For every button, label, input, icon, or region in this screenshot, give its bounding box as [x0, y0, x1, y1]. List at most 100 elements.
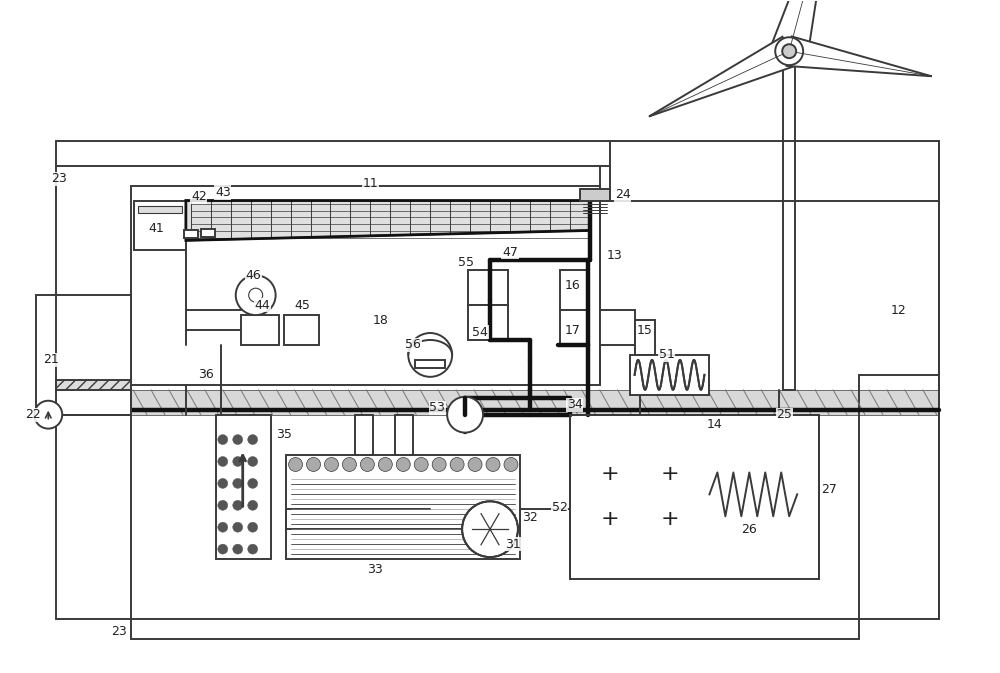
Text: 55: 55 — [458, 256, 474, 269]
Circle shape — [396, 458, 410, 472]
Bar — [560, 310, 588, 345]
Text: 46: 46 — [246, 269, 262, 282]
Circle shape — [324, 458, 338, 472]
Circle shape — [218, 479, 228, 489]
Circle shape — [307, 458, 320, 472]
Text: 21: 21 — [43, 353, 59, 366]
Bar — [570, 415, 819, 579]
Text: 15: 15 — [637, 324, 653, 336]
Bar — [56, 380, 131, 390]
Circle shape — [233, 479, 243, 489]
Circle shape — [233, 544, 243, 554]
Text: 23: 23 — [51, 172, 67, 185]
Polygon shape — [649, 37, 796, 116]
Bar — [468, 271, 508, 305]
Circle shape — [218, 544, 228, 554]
Text: 34: 34 — [567, 398, 583, 411]
Text: 16: 16 — [565, 279, 581, 291]
Bar — [286, 454, 520, 559]
Circle shape — [248, 435, 258, 445]
Text: 14: 14 — [707, 418, 722, 431]
Bar — [201, 229, 215, 238]
Text: 54: 54 — [472, 326, 488, 339]
Bar — [580, 188, 610, 201]
Bar — [635, 320, 655, 355]
Circle shape — [236, 275, 276, 315]
Text: +: + — [600, 509, 619, 529]
Circle shape — [447, 397, 483, 433]
Circle shape — [248, 500, 258, 510]
Text: 26: 26 — [741, 523, 757, 536]
Circle shape — [504, 458, 518, 472]
Text: +: + — [600, 464, 619, 485]
Text: +: + — [660, 464, 679, 485]
Text: 31: 31 — [505, 538, 521, 551]
Text: 12: 12 — [891, 304, 907, 316]
Circle shape — [248, 522, 258, 532]
Bar — [560, 271, 588, 310]
Text: 18: 18 — [372, 314, 388, 326]
Text: 56: 56 — [405, 339, 421, 351]
Bar — [131, 186, 600, 385]
Circle shape — [218, 500, 228, 510]
Polygon shape — [771, 0, 834, 56]
Bar — [134, 201, 186, 250]
Text: 11: 11 — [362, 177, 378, 190]
Bar — [468, 305, 508, 340]
Text: 17: 17 — [565, 324, 581, 336]
Bar — [395, 415, 413, 454]
Circle shape — [414, 458, 428, 472]
Text: 44: 44 — [255, 299, 271, 312]
Bar — [184, 230, 198, 238]
Circle shape — [233, 500, 243, 510]
Circle shape — [782, 44, 796, 58]
Circle shape — [233, 435, 243, 445]
Bar — [138, 205, 182, 213]
Text: +: + — [660, 509, 679, 529]
Circle shape — [378, 458, 392, 472]
Text: 36: 36 — [198, 368, 214, 382]
Bar — [284, 315, 319, 345]
Bar — [241, 315, 279, 345]
Circle shape — [218, 522, 228, 532]
Text: 42: 42 — [191, 190, 207, 203]
Text: 47: 47 — [502, 246, 518, 259]
Circle shape — [432, 458, 446, 472]
Text: 33: 33 — [367, 563, 383, 575]
Polygon shape — [787, 36, 932, 76]
Circle shape — [249, 288, 263, 302]
Bar — [216, 415, 271, 559]
Circle shape — [233, 456, 243, 466]
Circle shape — [775, 37, 803, 65]
Circle shape — [289, 458, 303, 472]
Circle shape — [248, 544, 258, 554]
Circle shape — [342, 458, 356, 472]
Circle shape — [248, 479, 258, 489]
Text: 53: 53 — [429, 401, 445, 414]
Text: 13: 13 — [607, 249, 623, 262]
Bar — [56, 390, 939, 415]
Bar — [600, 310, 635, 345]
Text: 43: 43 — [215, 186, 231, 199]
Circle shape — [408, 333, 452, 377]
Text: 22: 22 — [25, 409, 41, 421]
Text: 24: 24 — [615, 188, 631, 201]
Circle shape — [218, 456, 228, 466]
Text: 23: 23 — [111, 625, 127, 638]
Circle shape — [486, 458, 500, 472]
Text: 52: 52 — [552, 501, 568, 513]
Text: 25: 25 — [776, 409, 792, 421]
Bar — [630, 355, 709, 395]
Polygon shape — [186, 201, 590, 240]
Text: 51: 51 — [659, 349, 674, 361]
Text: 41: 41 — [148, 222, 164, 235]
Text: 32: 32 — [522, 511, 538, 524]
Bar — [415, 360, 445, 368]
Circle shape — [218, 435, 228, 445]
Circle shape — [34, 400, 62, 429]
Bar — [355, 415, 373, 454]
Bar — [36, 295, 131, 415]
Circle shape — [462, 501, 518, 557]
Circle shape — [233, 522, 243, 532]
Text: 35: 35 — [276, 428, 292, 441]
